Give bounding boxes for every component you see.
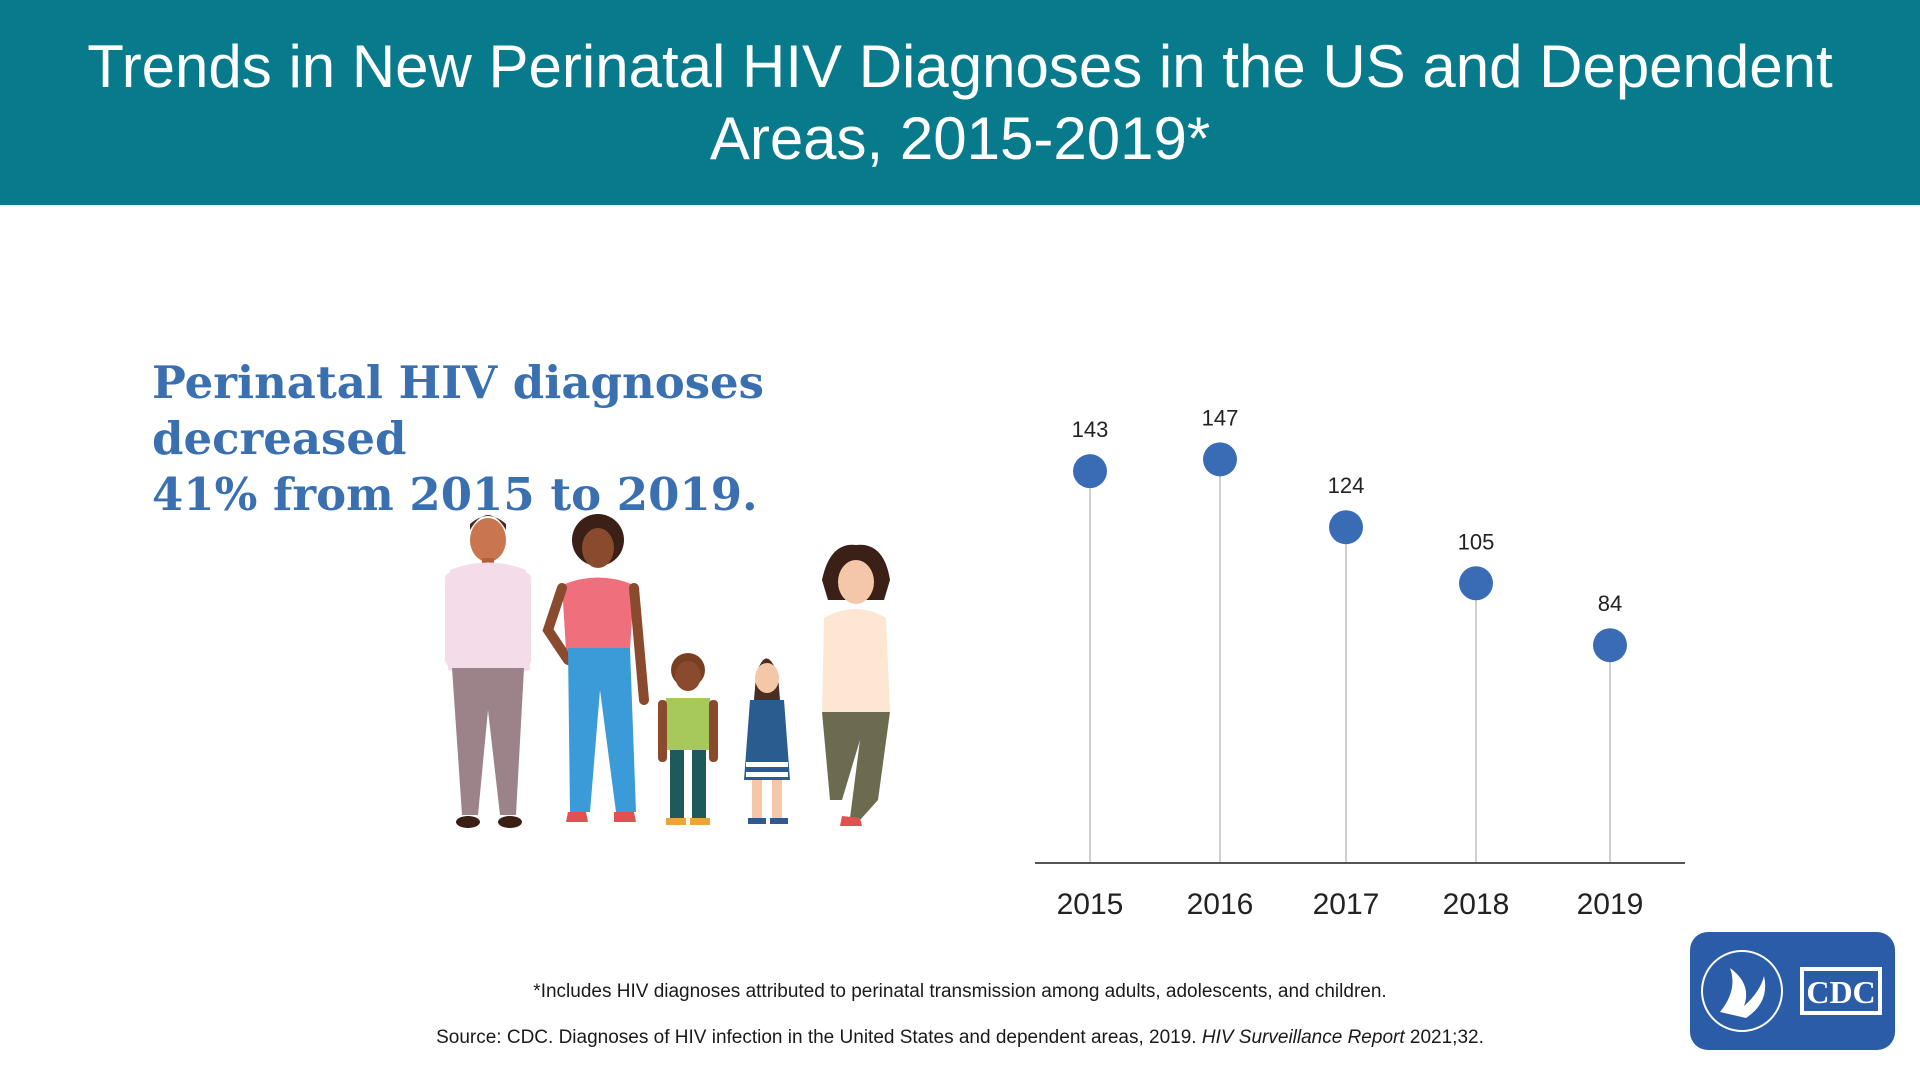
value-labels-layer: 143 147 124 105 84 <box>1072 405 1623 616</box>
cdc-logo: CDC <box>1690 932 1895 1050</box>
data-point-2017 <box>1329 510 1363 545</box>
header-banner: Trends in New Perinatal HIV Diagnoses in… <box>0 0 1920 205</box>
girl-figure <box>744 658 790 824</box>
man-figure <box>445 515 531 828</box>
value-label-2019: 84 <box>1598 591 1622 616</box>
x-tick-label-2015: 2015 <box>1057 888 1124 921</box>
hhs-seal-icon: CDC <box>1701 950 1882 1032</box>
source-prefix: Source: CDC. Diagnoses of HIV infection … <box>436 1027 1202 1048</box>
data-point-2016 <box>1203 442 1237 477</box>
data-point-2019 <box>1593 628 1627 663</box>
x-tick-label-2019: 2019 <box>1577 888 1644 921</box>
source-suffix: 2021;32. <box>1404 1027 1484 1048</box>
boy-figure <box>658 653 718 825</box>
cdc-logo-text: CDC <box>1806 974 1875 1010</box>
dots-layer <box>1073 442 1627 663</box>
headline-text: Perinatal HIV diagnoses decreased 41% fr… <box>152 355 912 523</box>
value-label-2015: 143 <box>1072 417 1109 442</box>
x-tick-labels-layer: 2015 2016 2017 2018 2019 <box>1057 888 1644 921</box>
source-report-title: HIV Surveillance Report <box>1201 1027 1405 1048</box>
data-point-2018 <box>1459 566 1493 601</box>
woman-figure-1 <box>542 514 649 822</box>
value-label-2017: 124 <box>1328 473 1365 498</box>
x-tick-label-2018: 2018 <box>1443 888 1510 921</box>
page-title: Trends in New Perinatal HIV Diagnoses in… <box>87 32 1833 172</box>
headline-line-2: 41% from 2015 to 2019. <box>152 468 758 521</box>
value-label-2018: 105 <box>1458 529 1495 554</box>
woman-figure-2 <box>822 544 890 826</box>
data-point-2015 <box>1073 454 1107 489</box>
x-tick-label-2016: 2016 <box>1187 888 1254 921</box>
lollipop-chart: 143 147 124 105 84 2015 2016 2017 2018 2019 <box>1035 405 1685 921</box>
value-label-2016: 147 <box>1202 405 1239 430</box>
footnote-text: *Includes HIV diagnoses attributed to pe… <box>533 981 1387 1002</box>
stems-layer <box>1089 459 1611 863</box>
headline-line-1: Perinatal HIV diagnoses decreased <box>152 356 765 465</box>
family-illustration <box>445 514 890 828</box>
source-citation: Source: CDC. Diagnoses of HIV infection … <box>0 1027 1920 1049</box>
x-tick-label-2017: 2017 <box>1313 888 1380 921</box>
